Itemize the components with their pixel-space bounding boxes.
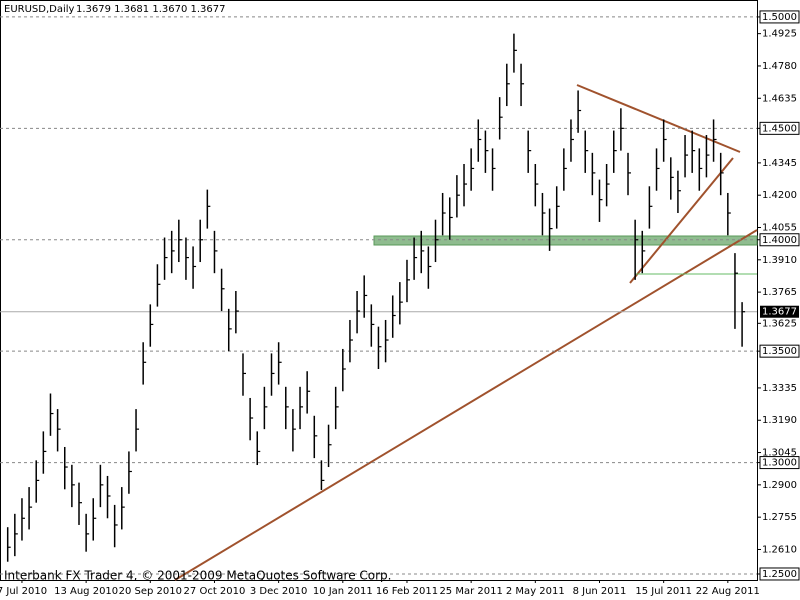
y-tick-box	[759, 121, 800, 135]
y-tick-label: 1.4000	[762, 235, 797, 246]
y-tick-label: 1.2610	[762, 544, 797, 555]
y-tick-label: 1.4925	[762, 29, 797, 40]
x-tick-label: 22 Aug 2011	[696, 586, 760, 597]
x-tick-label: 20 Sep 2010	[119, 586, 182, 597]
x-tick-label: 25 Mar 2011	[439, 586, 502, 597]
y-tick-label: 1.2900	[762, 480, 797, 491]
y-tick-label: 1.3045	[762, 448, 797, 459]
y-tick-label: 1.3625	[762, 318, 797, 329]
y-tick-box	[759, 233, 800, 247]
y-tick-box	[759, 567, 800, 581]
x-tick-label: 15 Jul 2011	[635, 586, 692, 597]
last-price-label: 1.3677	[762, 307, 797, 318]
y-tick-label: 1.3190	[762, 415, 797, 426]
y-tick-label: 1.4500	[762, 123, 797, 134]
x-tick-label: 3 Dec 2010	[250, 586, 308, 597]
x-tick-label: 10 Jan 2011	[313, 586, 373, 597]
x-tick-label: 16 Feb 2011	[376, 586, 438, 597]
x-tick-label: 2 May 2011	[506, 586, 565, 597]
footer: Interbank FX Trader 4, © 2001-2009 MetaQ…	[4, 569, 392, 583]
y-tick-label: 1.3910	[762, 255, 797, 266]
y-tick-label: 1.3765	[762, 287, 797, 298]
last-price-box	[760, 305, 799, 318]
y-tick-label: 1.4780	[762, 61, 797, 72]
y-tick-label: 1.3500	[762, 346, 797, 357]
y-tick-label: 1.4635	[762, 93, 797, 104]
support-zone	[373, 235, 758, 246]
chart-title: EURUSD,Daily	[4, 4, 75, 15]
y-tick-box	[759, 456, 800, 470]
y-tick-label: 1.5000	[762, 12, 797, 23]
trend-line	[174, 229, 758, 581]
y-tick-box	[759, 10, 800, 24]
plot-frame	[0, 0, 758, 581]
y-tick-label: 1.2500	[762, 569, 797, 580]
header-values: 1.3679 1.3681 1.3670 1.3677	[76, 4, 226, 15]
x-tick-label: 13 Aug 2010	[54, 586, 118, 597]
y-tick-label: 1.4055	[762, 222, 797, 233]
x-tick-label: 8 Jun 2011	[573, 586, 627, 597]
trend-line	[629, 157, 734, 284]
y-tick-label: 1.3000	[762, 458, 797, 469]
x-tick-label: 27 Oct 2010	[184, 586, 246, 597]
y-tick-label: 1.2755	[762, 512, 797, 523]
y-tick-box	[759, 344, 800, 358]
y-tick-label: 1.4200	[762, 190, 797, 201]
x-tick-label: 7 Jul 2010	[0, 586, 47, 597]
y-tick-label: 1.4345	[762, 158, 797, 169]
y-tick-label: 1.3335	[762, 383, 797, 394]
